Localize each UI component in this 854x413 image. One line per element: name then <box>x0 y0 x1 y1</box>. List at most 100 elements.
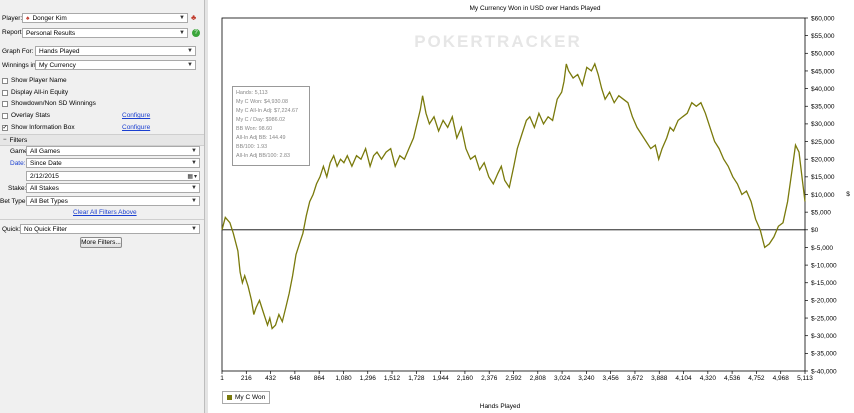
player-select[interactable]: ♠ Donger Kim ▼ <box>22 13 188 23</box>
info-my-c-per-day: My C / Day: $986.02 <box>236 117 286 123</box>
help-icon[interactable]: ? <box>192 29 200 37</box>
y-tick-label: $55,000 <box>811 33 835 40</box>
x-tick-label: 4,752 <box>748 375 765 382</box>
winnings-select[interactable]: My Currency ▼ <box>35 60 196 70</box>
chevron-down-icon: ▾ <box>193 174 197 180</box>
game-label: Game: <box>10 148 30 155</box>
filters-header[interactable]: − Filters <box>0 134 204 146</box>
chevron-down-icon: ▼ <box>191 160 197 166</box>
graph-area: My Currency Won in USD over Hands Played… <box>208 0 854 413</box>
date-select[interactable]: Since Date ▼ <box>26 158 200 168</box>
y-tick-label: $60,000 <box>811 15 835 22</box>
x-tick-label: 1,080 <box>335 375 352 382</box>
graph-for-label: Graph For: <box>2 48 34 55</box>
y-tick-label: $-40,000 <box>811 368 837 375</box>
checkbox-box[interactable] <box>2 100 8 107</box>
more-filters-button[interactable]: More Filters... <box>80 237 122 248</box>
checkbox-display-allin-equity[interactable]: Display All-in Equity <box>2 87 68 98</box>
x-tick-label: 1,728 <box>408 375 425 382</box>
winnings-value: My Currency <box>39 61 76 69</box>
y-tick-label: $35,000 <box>811 104 835 111</box>
checkbox-show-player-name[interactable]: Show Player Name <box>2 75 67 86</box>
game-value: All Games <box>30 147 60 155</box>
y-tick-label: $-25,000 <box>811 315 837 322</box>
y-axis-label: $ <box>846 191 850 198</box>
bet-type-row: Bet Type: <box>0 196 27 207</box>
stake-label: Stake: <box>8 185 27 192</box>
collapse-icon[interactable]: − <box>3 137 7 143</box>
checkbox-overlay-stats[interactable]: Overlay Stats <box>2 110 50 121</box>
settings-panel: Player: ♠ Donger Kim ▼ ♣ Report: Persona… <box>0 0 205 413</box>
calendar-icon[interactable]: ▦ <box>187 174 193 180</box>
quick-label: Quick: <box>2 226 21 233</box>
date-row: Date: <box>10 158 26 169</box>
chart-title: My Currency Won in USD over Hands Played <box>469 5 600 12</box>
x-tick-label: 216 <box>241 375 252 382</box>
x-tick-label: 3,672 <box>627 375 644 382</box>
x-tick-label: 2,376 <box>481 375 498 382</box>
x-tick-label: 3,456 <box>603 375 620 382</box>
report-select[interactable]: Personal Results ▼ <box>22 28 188 38</box>
x-tick-label: 648 <box>289 375 300 382</box>
checkbox-box[interactable] <box>2 77 8 84</box>
player-value: Donger Kim <box>32 14 67 22</box>
x-tick-label: 4,104 <box>675 375 692 382</box>
checkbox-label: Showdown/Non SD Winnings <box>11 100 96 107</box>
y-tick-label: $20,000 <box>811 157 835 164</box>
x-tick-label: 1,296 <box>360 375 377 382</box>
winnings-row: Winnings in: <box>2 60 37 71</box>
chevron-down-icon: ▼ <box>187 62 193 68</box>
bet-type-label: Bet Type: <box>0 198 28 205</box>
checkbox-box[interactable] <box>2 89 8 96</box>
clear-filters-link[interactable]: Clear All Filters Above <box>73 209 137 216</box>
info-bb-100: BB/100: 1.93 <box>236 144 268 150</box>
graph-for-select[interactable]: Hands Played ▼ <box>35 46 196 56</box>
quick-row: Quick: <box>2 224 20 235</box>
date-input[interactable]: 2/12/2015 ▦ ▾ <box>26 171 200 181</box>
poker-player-icon[interactable]: ♣ <box>191 13 197 22</box>
winnings-label: Winnings in: <box>2 62 38 69</box>
x-tick-label: 4,968 <box>773 375 790 382</box>
checkbox-show-information-box[interactable]: ✓ Show Information Box <box>2 122 75 133</box>
chevron-down-icon: ▼ <box>191 226 197 232</box>
checkbox-box[interactable]: ✓ <box>2 124 8 131</box>
checkbox-showdown-winnings[interactable]: Showdown/Non SD Winnings <box>2 98 96 109</box>
quick-filter-select[interactable]: No Quick Filter ▼ <box>20 224 200 234</box>
legend-swatch <box>227 395 232 400</box>
plot-frame <box>221 17 806 372</box>
y-tick-label: $-15,000 <box>811 280 837 287</box>
chevron-down-icon: ▼ <box>191 148 197 154</box>
chart-legend[interactable]: My C Won <box>222 391 271 404</box>
date-label: Date: <box>10 160 26 167</box>
checkbox-label: Show Player Name <box>11 77 67 84</box>
y-tick-label: $-10,000 <box>811 262 837 269</box>
legend-label: My C Won <box>235 394 266 401</box>
divider <box>0 219 204 220</box>
x-tick-label: 2,160 <box>457 375 474 382</box>
player-label: Player: <box>2 15 23 22</box>
panel-splitter[interactable] <box>205 0 208 413</box>
info-my-c-won: My C Won: $4,930.08 <box>236 99 289 105</box>
y-tick-label: $-30,000 <box>811 333 837 340</box>
player-row: Player: <box>2 13 22 24</box>
x-tick-label: 3,024 <box>554 375 571 382</box>
y-tick-label: $-20,000 <box>811 298 837 305</box>
bet-type-select[interactable]: All Bet Types ▼ <box>26 196 200 206</box>
chevron-down-icon: ▼ <box>191 185 197 191</box>
checkbox-box[interactable] <box>2 112 8 119</box>
y-tick-label: $10,000 <box>811 192 835 199</box>
info-hands: Hands: 5,113 <box>236 90 268 96</box>
stake-select[interactable]: All Stakes ▼ <box>26 183 200 193</box>
info-allin-adj-bb: All-In Adj BB: 144.49 <box>236 135 286 141</box>
x-tick-label: 864 <box>314 375 325 382</box>
bet-type-value: All Bet Types <box>30 197 68 205</box>
configure-overlay-link[interactable]: Configure <box>122 112 151 119</box>
checkbox-label: Display All-in Equity <box>11 89 69 96</box>
report-row: Report: <box>2 27 23 38</box>
game-select[interactable]: All Games ▼ <box>26 146 200 156</box>
player-icon: ♠ <box>26 14 30 22</box>
date-input-value: 2/12/2015 <box>30 172 59 180</box>
stake-row: Stake: <box>8 183 26 194</box>
x-tick-label: 1,944 <box>432 375 449 382</box>
configure-info-box-link[interactable]: Configure <box>122 124 151 131</box>
